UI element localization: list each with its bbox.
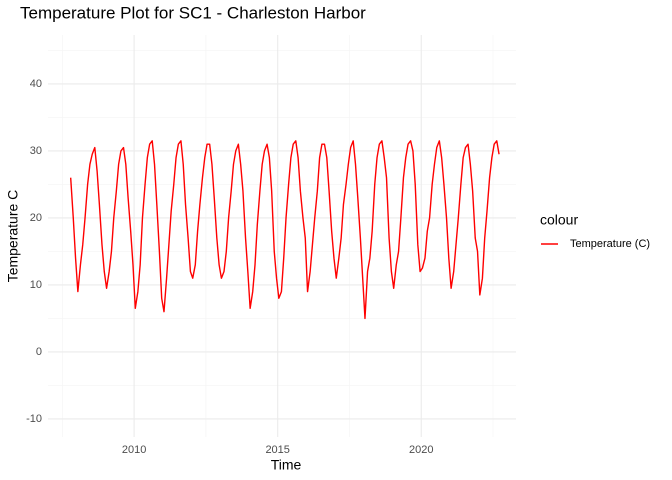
y-tick-label: -10 — [26, 413, 42, 425]
x-tick-label: 2010 — [122, 444, 146, 456]
y-tick-label: 30 — [30, 145, 42, 157]
legend-label: Temperature (C) — [570, 238, 650, 250]
y-tick-label: 10 — [30, 279, 42, 291]
y-tick-label: 20 — [30, 212, 42, 224]
legend-title: colour — [540, 212, 578, 228]
y-tick-label: 0 — [36, 346, 42, 358]
x-tick-label: 2015 — [265, 444, 289, 456]
x-tick-label: 2020 — [409, 444, 433, 456]
chart-title: Temperature Plot for SC1 - Charleston Ha… — [20, 3, 366, 22]
y-tick-label: 40 — [30, 78, 42, 90]
y-axis-title: Temperature C — [5, 190, 21, 283]
line — [69, 140, 500, 320]
x-axis-title: Time — [271, 457, 302, 473]
